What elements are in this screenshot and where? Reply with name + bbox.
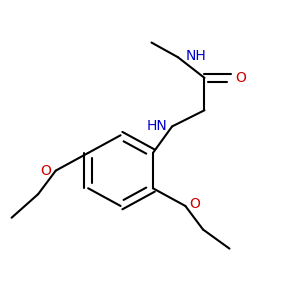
Text: O: O [236,71,246,85]
Text: O: O [40,164,51,178]
Text: HN: HN [147,118,168,133]
Text: O: O [190,196,201,211]
Text: NH: NH [185,49,206,63]
